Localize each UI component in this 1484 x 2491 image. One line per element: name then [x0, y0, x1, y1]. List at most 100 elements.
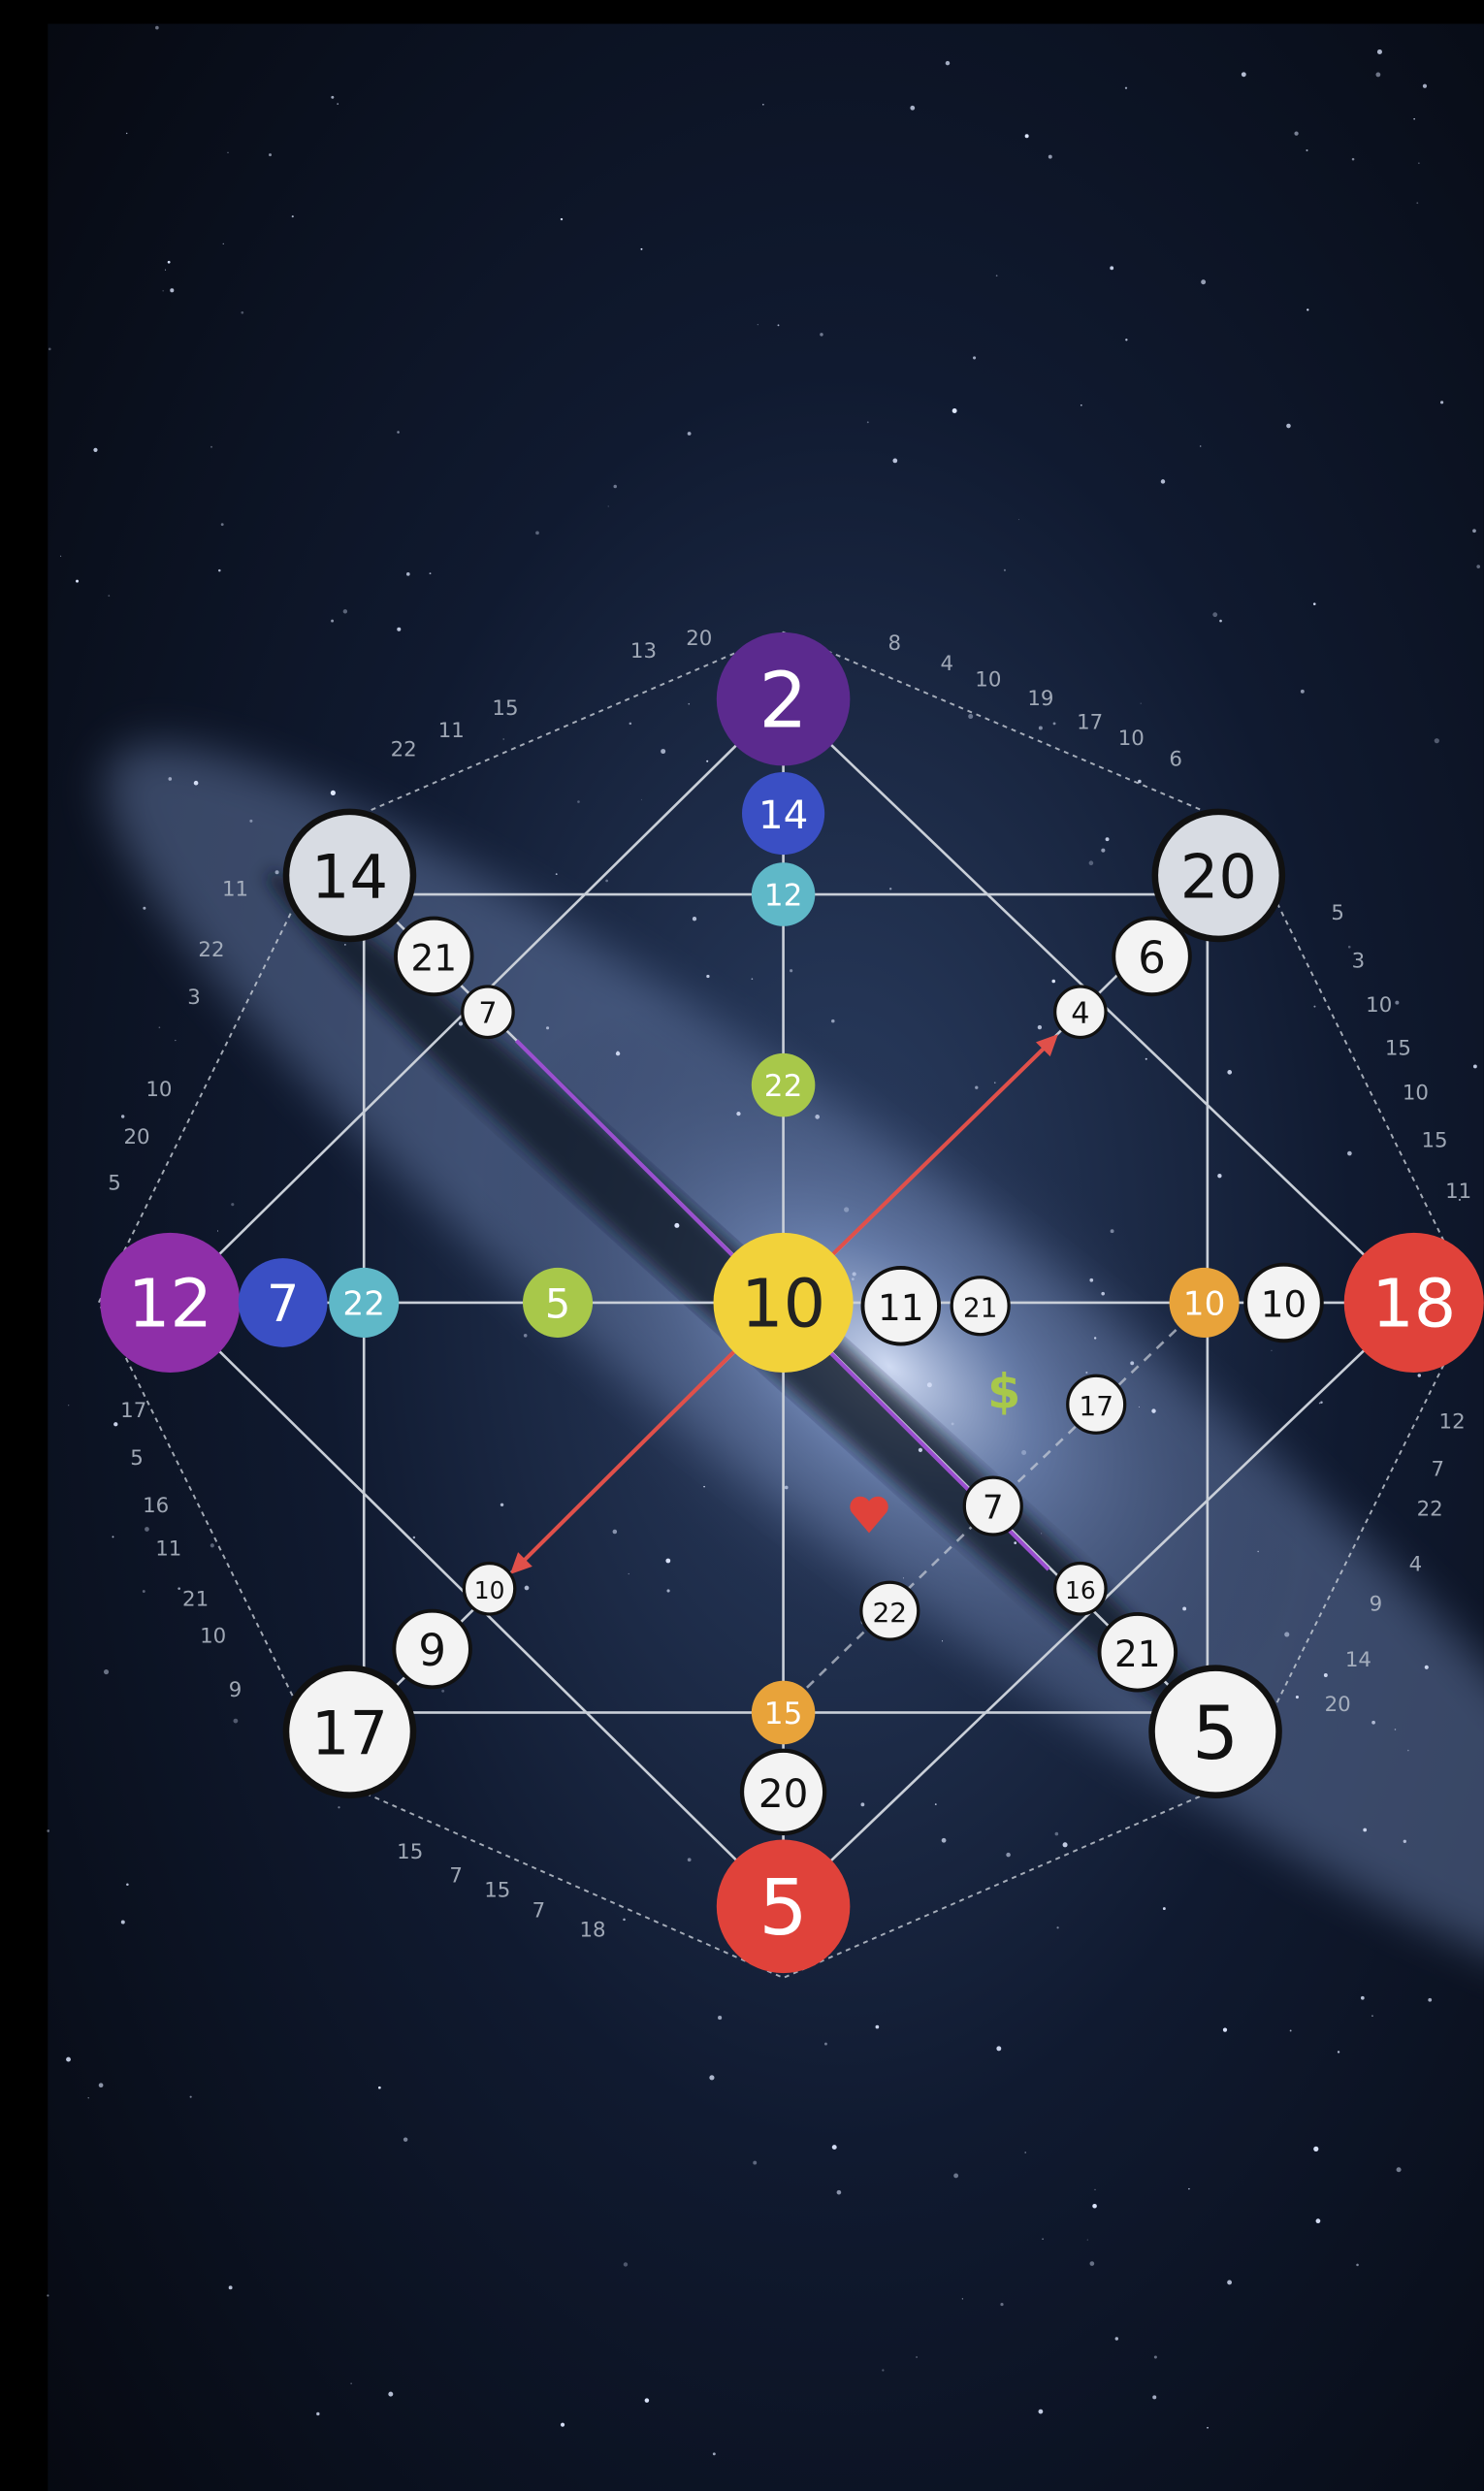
- star: [234, 1719, 239, 1724]
- star: [162, 290, 163, 291]
- node: 7: [463, 987, 513, 1037]
- star: [624, 2262, 628, 2266]
- star: [47, 2294, 48, 2296]
- node-label: 5: [1192, 1691, 1239, 1776]
- star: [1101, 849, 1105, 853]
- star: [68, 1405, 69, 1406]
- node-label: 10: [741, 1266, 825, 1343]
- star: [1051, 980, 1055, 984]
- star: [168, 261, 171, 264]
- star: [1014, 1541, 1016, 1544]
- star: [665, 1559, 670, 1564]
- star: [378, 2087, 381, 2089]
- star: [815, 1115, 820, 1119]
- star: [561, 218, 563, 220]
- star: [968, 714, 973, 719]
- star: [316, 2412, 319, 2415]
- star: [403, 2137, 407, 2141]
- node: 15: [752, 1681, 816, 1745]
- node: 2: [717, 632, 851, 766]
- star: [1207, 2427, 1209, 2429]
- node-label: 10: [1261, 1283, 1307, 1326]
- star: [1154, 2356, 1157, 2359]
- star: [231, 1203, 234, 1206]
- star: [713, 2452, 716, 2455]
- star: [1063, 1842, 1068, 1847]
- star: [903, 1577, 904, 1578]
- star: [661, 749, 665, 754]
- star: [1476, 565, 1480, 568]
- star: [194, 781, 199, 786]
- age-label: 10: [1366, 993, 1392, 1018]
- star: [1152, 2395, 1156, 2399]
- star: [942, 1838, 947, 1843]
- matrix-diagram: $ 13208410191710615112211223102051751611…: [0, 0, 1484, 2491]
- age-label: 22: [1417, 1497, 1443, 1521]
- star: [1115, 2337, 1118, 2340]
- star: [337, 103, 339, 105]
- star: [121, 1115, 124, 1117]
- age-label: 5: [108, 1172, 121, 1196]
- star: [1219, 620, 1222, 623]
- star: [175, 1040, 176, 1041]
- node: 18: [1344, 1233, 1484, 1373]
- age-label: 22: [391, 738, 417, 762]
- node: 7: [964, 1477, 1021, 1535]
- star: [221, 523, 224, 526]
- star: [919, 1448, 922, 1452]
- node: 21: [1099, 1614, 1176, 1691]
- money-symbol: $: [987, 1364, 1020, 1420]
- star: [709, 2075, 714, 2080]
- star: [143, 1590, 145, 1593]
- node-label: 10: [1183, 1285, 1226, 1324]
- star: [1087, 2240, 1088, 2241]
- star: [524, 1334, 528, 1338]
- age-label: 15: [484, 1878, 510, 1902]
- star: [1242, 72, 1246, 77]
- age-label: 17: [1077, 711, 1103, 735]
- age-label: 13: [630, 639, 657, 663]
- star: [613, 1530, 618, 1535]
- star: [1257, 1551, 1258, 1552]
- star: [66, 2057, 71, 2062]
- star: [93, 448, 97, 452]
- node-label: 22: [342, 1285, 385, 1324]
- node-label: 5: [545, 1281, 570, 1328]
- star: [338, 1806, 339, 1808]
- star: [1403, 1840, 1406, 1843]
- star: [1006, 1853, 1011, 1858]
- star: [1000, 2303, 1003, 2306]
- star: [832, 2145, 837, 2150]
- star: [889, 888, 891, 890]
- star: [1313, 602, 1316, 605]
- star: [1395, 1001, 1399, 1005]
- star: [645, 2398, 649, 2402]
- node: 14: [286, 812, 413, 939]
- star: [736, 1112, 740, 1116]
- star: [1041, 1533, 1042, 1534]
- age-label: 11: [155, 1537, 181, 1561]
- star: [1361, 1996, 1365, 2000]
- star: [108, 595, 110, 597]
- star: [1352, 158, 1355, 161]
- star: [350, 2383, 351, 2384]
- node: 10: [1245, 1265, 1322, 1342]
- star: [613, 485, 617, 489]
- star: [1320, 1402, 1322, 1404]
- star: [1296, 1696, 1299, 1698]
- star: [952, 1422, 954, 1425]
- star: [1294, 131, 1298, 135]
- star: [143, 907, 145, 910]
- star: [778, 324, 780, 326]
- star: [820, 333, 823, 336]
- age-label: 22: [198, 938, 224, 962]
- star: [1085, 1372, 1087, 1374]
- star: [706, 760, 708, 762]
- star: [1301, 690, 1305, 694]
- node-label: 21: [963, 1291, 998, 1323]
- star: [1111, 1229, 1114, 1233]
- star: [753, 2161, 757, 2165]
- age-label: 11: [1445, 1180, 1471, 1204]
- star: [430, 572, 432, 574]
- star: [688, 432, 692, 436]
